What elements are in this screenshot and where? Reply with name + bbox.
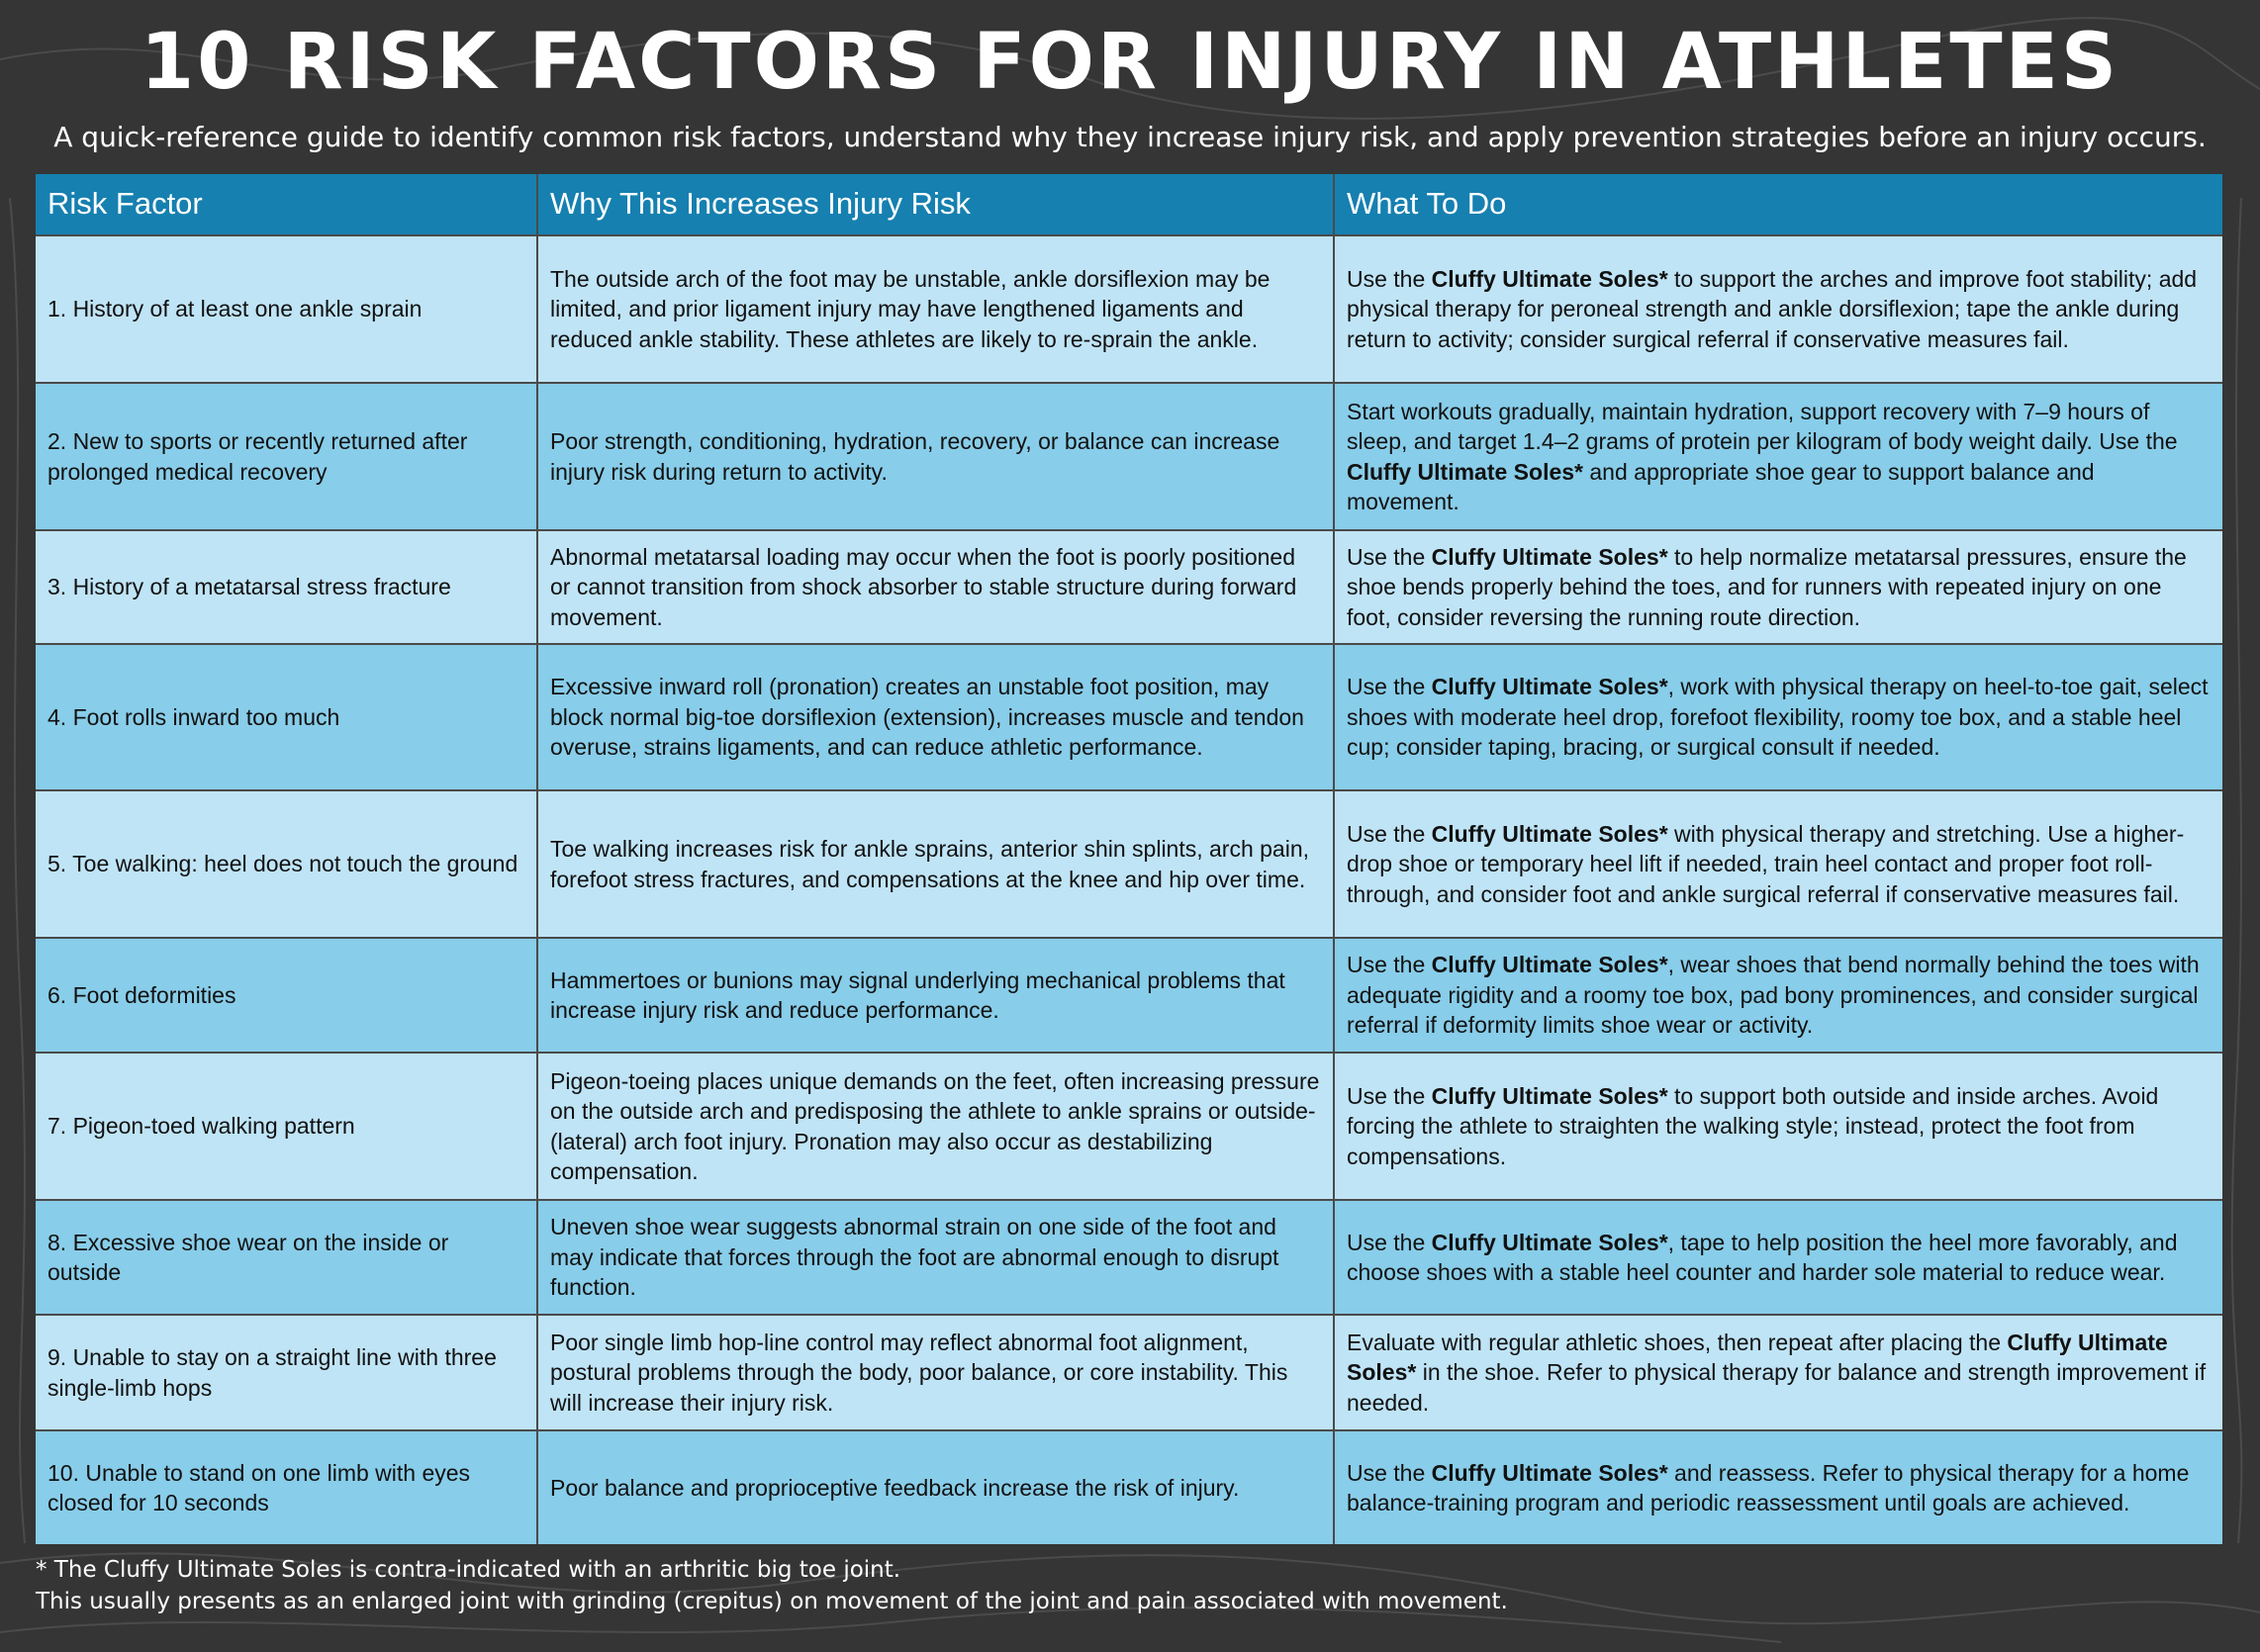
table: Risk Factor Why This Increases Injury Ris… <box>36 174 2222 1544</box>
text-run: Evaluate with regular athletic shoes, th… <box>1347 1329 2008 1355</box>
table-cell: 1. History of at least one ankle sprain <box>36 236 536 382</box>
text-run: Use the <box>1347 952 1432 978</box>
product-name: Cluffy Ultimate Soles* <box>1431 265 1668 292</box>
product-name: Cluffy Ultimate Soles* <box>1431 543 1668 570</box>
table-cell: 5. Toe walking: heel does not touch the … <box>36 791 536 937</box>
table-cell: 3. History of a metatarsal stress fractu… <box>36 531 536 643</box>
column-header: What To Do <box>1335 174 2222 234</box>
text-run: to help normalize metatarsal pressures, … <box>1347 543 2187 630</box>
text-run: Use the <box>1347 543 1432 570</box>
subtitle: A quick-reference guide to identify comm… <box>53 121 2207 153</box>
table-cell: 9. Unable to stay on a straight line wit… <box>36 1316 536 1429</box>
text-run: and appropriate shoe gear to support bal… <box>1347 458 2095 515</box>
table-cell: Poor strength, conditioning, hydration, … <box>538 384 1333 529</box>
table-cell: 7. Pigeon-toed walking pattern <box>36 1054 536 1199</box>
table-cell: Toe walking increases risk for ankle spr… <box>538 791 1333 937</box>
product-name: Cluffy Ultimate Soles* <box>1431 1082 1668 1109</box>
table-cell: Use the Cluffy Ultimate Soles* and reass… <box>1335 1431 2222 1544</box>
cell-text: Evaluate with regular athletic shoes, th… <box>1347 1328 2211 1419</box>
cell-text: Use the Cluffy Ultimate Soles*, work wit… <box>1347 672 2211 763</box>
cell-text: Use the Cluffy Ultimate Soles* to help n… <box>1347 542 2211 633</box>
product-name: Cluffy Ultimate Soles* <box>1347 458 1583 485</box>
text-run: Use the <box>1347 265 1432 292</box>
text-run: in the shoe. Refer to physical therapy f… <box>1347 1359 2207 1416</box>
footnote: * The Cluffy Ultimate Soles is contra-in… <box>36 1557 901 1583</box>
product-name: Cluffy Ultimate Soles* <box>1431 1459 1668 1486</box>
table-cell: Excessive inward roll (pronation) create… <box>538 645 1333 789</box>
table-cell: Uneven shoe wear suggests abnormal strai… <box>538 1201 1333 1314</box>
footnote: This usually presents as an enlarged joi… <box>36 1589 1508 1614</box>
table-cell: Use the Cluffy Ultimate Soles*, tape to … <box>1335 1201 2222 1314</box>
text-run: Use the <box>1347 674 1432 700</box>
table-cell: The outside arch of the foot may be unst… <box>538 236 1333 382</box>
text-run: Start workouts gradually, maintain hydra… <box>1347 398 2178 455</box>
text-run: , work with physical therapy on heel-to-… <box>1347 674 2209 761</box>
table-cell: Use the Cluffy Ultimate Soles* to suppor… <box>1335 236 2222 382</box>
product-name: Cluffy Ultimate Soles* <box>1347 1329 2168 1386</box>
table-cell: Use the Cluffy Ultimate Soles* with phys… <box>1335 791 2222 937</box>
product-name: Cluffy Ultimate Soles* <box>1431 952 1668 978</box>
table-cell: 2. New to sports or recently returned af… <box>36 384 536 529</box>
table-cell: Use the Cluffy Ultimate Soles* to help n… <box>1335 531 2222 643</box>
table-cell: Evaluate with regular athletic shoes, th… <box>1335 1316 2222 1429</box>
product-name: Cluffy Ultimate Soles* <box>1431 820 1668 847</box>
table-cell: Start workouts gradually, maintain hydra… <box>1335 384 2222 529</box>
table-cell: Abnormal metatarsal loading may occur wh… <box>538 531 1333 643</box>
table-cell: 10. Unable to stand on one limb with eye… <box>36 1431 536 1544</box>
cell-text: Use the Cluffy Ultimate Soles* to suppor… <box>1347 264 2211 355</box>
text-run: to support the arches and improve foot s… <box>1347 265 2198 352</box>
cell-text: Use the Cluffy Ultimate Soles* with phys… <box>1347 819 2211 910</box>
column-header: Risk Factor <box>36 174 536 234</box>
column-header: Why This Increases Injury Risk <box>538 174 1333 234</box>
text-run: , wear shoes that bend normally behind t… <box>1347 952 2200 1039</box>
text-run: to support both outside and inside arche… <box>1347 1082 2159 1169</box>
table-cell: Use the Cluffy Ultimate Soles*, work wit… <box>1335 645 2222 789</box>
cell-text: Use the Cluffy Ultimate Soles*, wear sho… <box>1347 950 2211 1041</box>
table-cell: 8. Excessive shoe wear on the inside or … <box>36 1201 536 1314</box>
table-cell: Use the Cluffy Ultimate Soles* to suppor… <box>1335 1054 2222 1199</box>
table-cell: Use the Cluffy Ultimate Soles*, wear sho… <box>1335 939 2222 1052</box>
text-run: , tape to help position the heel more fa… <box>1347 1229 2178 1286</box>
title: 10 RISK FACTORS FOR INJURY IN ATHLETES <box>140 18 2120 107</box>
table-cell: 4. Foot rolls inward too much <box>36 645 536 789</box>
product-name: Cluffy Ultimate Soles* <box>1431 674 1668 700</box>
table-cell: Poor balance and proprioceptive feedback… <box>538 1431 1333 1544</box>
text-run: and reassess. Refer to physical therapy … <box>1347 1459 2190 1516</box>
table-cell: 6. Foot deformities <box>36 939 536 1052</box>
table-cell: Hammertoes or bunions may signal underly… <box>538 939 1333 1052</box>
table-cell: Poor single limb hop-line control may re… <box>538 1316 1333 1429</box>
product-name: Cluffy Ultimate Soles* <box>1431 1229 1668 1255</box>
text-run: Use the <box>1347 1459 1432 1486</box>
cell-text: Use the Cluffy Ultimate Soles* to suppor… <box>1347 1081 2211 1172</box>
cell-text: Start workouts gradually, maintain hydra… <box>1347 397 2211 517</box>
table-cell: Pigeon-toeing places unique demands on t… <box>538 1054 1333 1199</box>
cell-text: Use the Cluffy Ultimate Soles*, tape to … <box>1347 1228 2211 1288</box>
cell-text: Use the Cluffy Ultimate Soles* and reass… <box>1347 1458 2211 1518</box>
text-run: Use the <box>1347 820 1432 847</box>
text-run: Use the <box>1347 1229 1432 1255</box>
text-run: with physical therapy and stretching. Us… <box>1347 820 2185 907</box>
text-run: Use the <box>1347 1082 1432 1109</box>
